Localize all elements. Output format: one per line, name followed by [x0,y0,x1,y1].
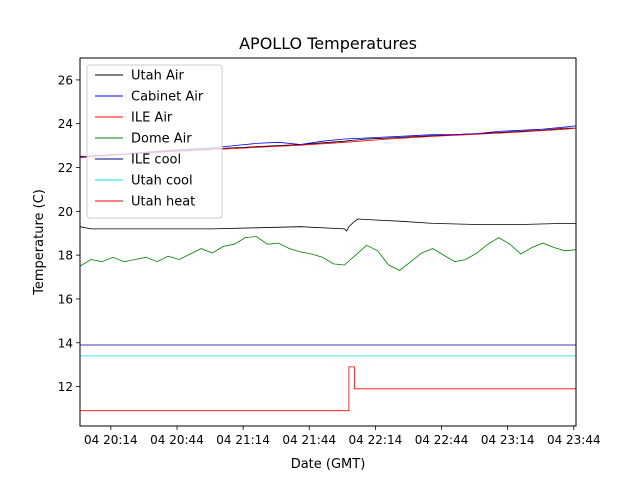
x-tick-label: 04 23:14 [481,433,535,447]
x-tick-label: 04 23:44 [547,433,601,447]
axis-ticks: 04 20:14 04 20:44 04 21:14 04 21:44 04 22:14… [58,73,601,447]
x-axis-label: Date (GMT) [291,457,366,472]
legend-entry-label: Utah cool [131,174,193,189]
y-tick-label: 24 [58,117,73,131]
y-tick-label: 18 [58,249,73,263]
chart-title: APOLLO Temperatures [239,34,417,53]
legend-entry-label: ILE cool [131,153,181,168]
y-tick-label: 22 [58,161,73,175]
x-tick-label: 04 22:14 [349,433,403,447]
legend-entry-label: Cabinet Air [131,90,204,105]
y-tick-label: 12 [58,380,73,394]
y-tick-label: 14 [58,336,73,350]
legend-entry-label: Dome Air [131,132,192,147]
legend-entry-label: ILE Air [131,111,173,126]
y-tick-label: 16 [58,292,73,306]
x-tick-label: 04 21:14 [216,433,270,447]
series-line-7 [80,218,576,232]
plot-frame [79,57,577,427]
x-tick-label: 04 22:44 [415,433,469,447]
legend-entry-label: Utah Air [131,69,184,84]
series-line-3 [80,236,576,271]
x-tick-label: 04 20:14 [84,433,138,447]
legend: Utah Air Cabinet Air ILE Air Dome Air ILE co… [86,64,223,219]
y-axis-label: Temperature (C) [32,189,47,296]
y-tick-label: 26 [58,73,73,87]
x-tick-label: 04 21:44 [282,433,336,447]
series-line-6 [80,366,576,412]
legend-entry-label: Utah heat [131,195,195,210]
x-tick-label: 04 20:44 [150,433,204,447]
y-tick-label: 20 [58,205,73,219]
